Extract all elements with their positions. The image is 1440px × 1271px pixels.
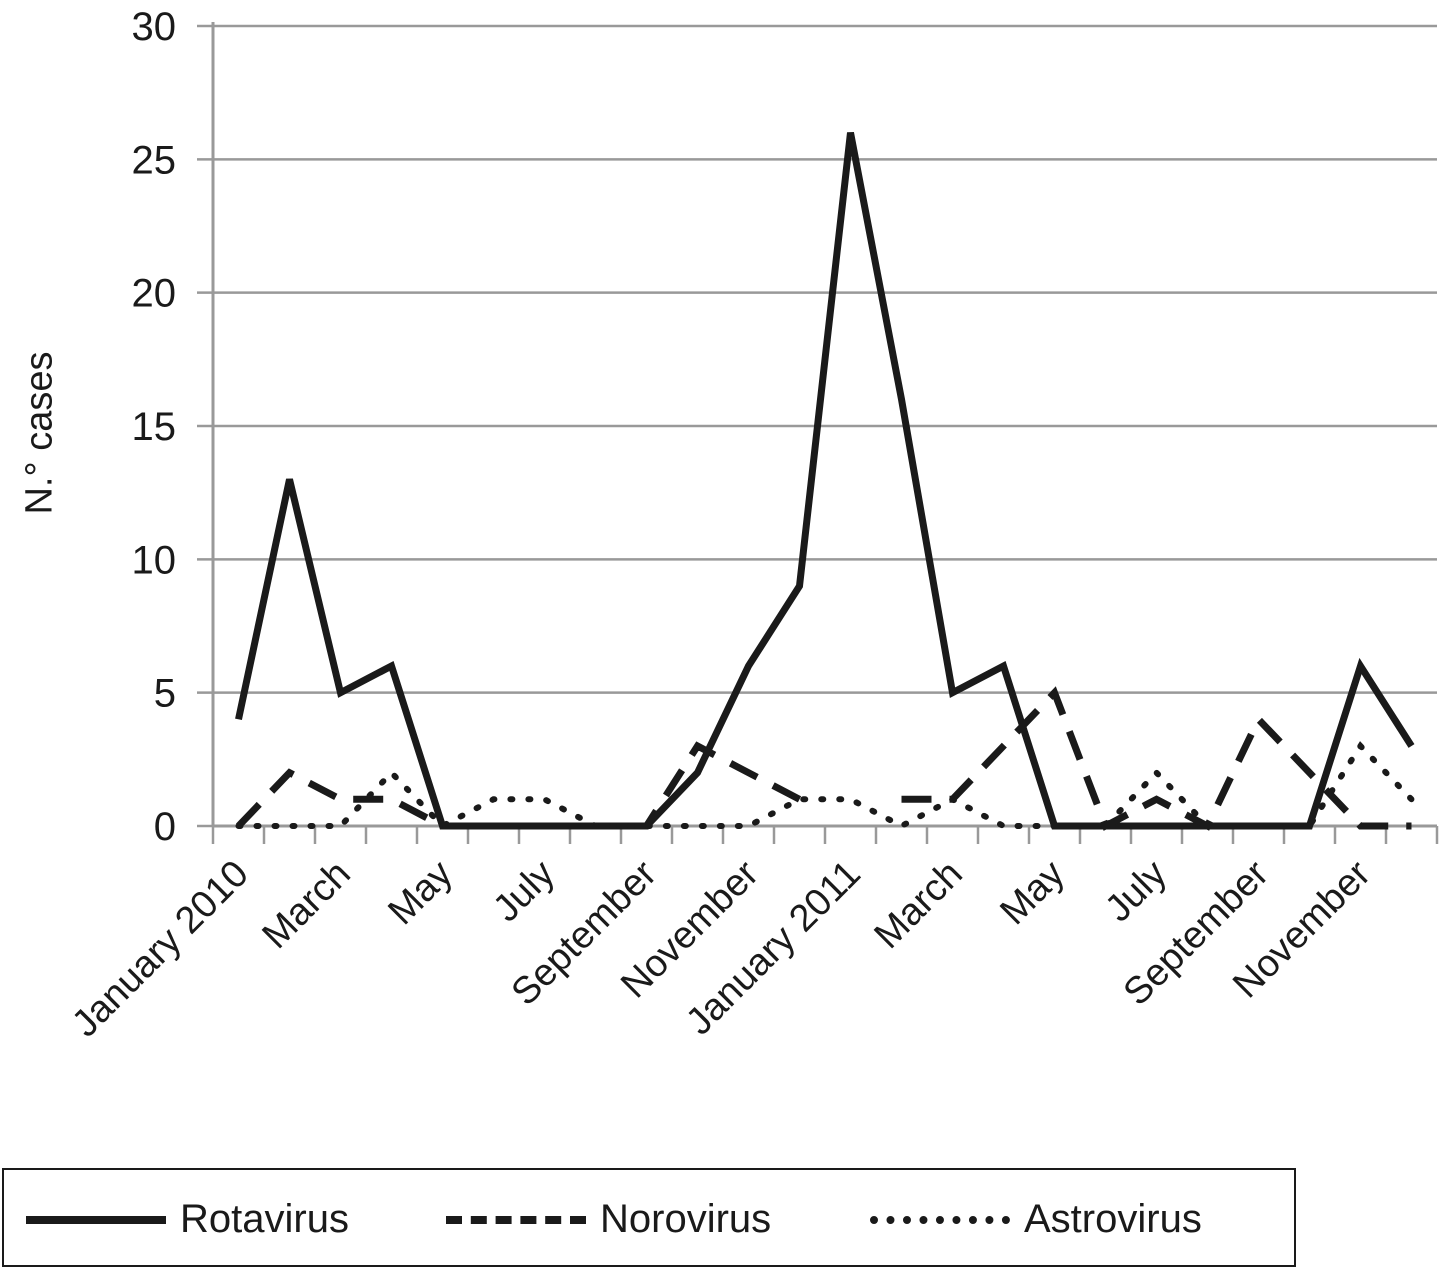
y-tick-label: 0 <box>154 805 176 849</box>
legend-swatch-dotted <box>870 1215 1010 1224</box>
x-tick-label: March <box>867 853 971 957</box>
legend-label: Rotavirus <box>180 1197 349 1241</box>
series-line-norovirus <box>235 741 802 830</box>
legend-swatch-dashed <box>446 1215 586 1224</box>
x-tick-label: January 2010 <box>64 853 257 1046</box>
series-line-astrovirus <box>235 741 1415 830</box>
legend-swatch-solid <box>26 1215 166 1224</box>
y-tick-label: 25 <box>132 138 177 182</box>
x-tick-label: July <box>485 853 562 930</box>
legend-label: Astrovirus <box>1024 1197 1202 1241</box>
x-tick-label: May <box>380 853 460 933</box>
series-lines <box>235 132 1415 831</box>
y-tick-label: 5 <box>154 672 176 716</box>
y-tick-label: 15 <box>132 405 177 449</box>
series-line-rotavirus <box>235 132 1415 830</box>
series-line-norovirus <box>901 686 1412 831</box>
legend-label: Norovirus <box>600 1197 772 1241</box>
x-tick-label: July <box>1097 853 1174 930</box>
x-tick-label: January 2011 <box>678 853 869 1044</box>
legend-item-norovirus: Norovirus <box>446 1170 771 1269</box>
y-tick-label: 20 <box>132 272 177 316</box>
y-axis-label: N.° cases <box>18 351 61 515</box>
legend-item-astrovirus: Astrovirus <box>870 1170 1202 1269</box>
legend-item-rotavirus: Rotavirus <box>26 1170 349 1269</box>
x-tick-label: March <box>255 853 359 957</box>
legend: Rotavirus Norovirus Astrovirus <box>2 1168 1296 1267</box>
y-tick-label: 30 <box>132 5 177 49</box>
x-tick-label: May <box>992 853 1072 933</box>
y-axis-ticks: 0 5 10 15 20 25 30 <box>132 5 177 849</box>
y-tick-label: 10 <box>132 538 177 582</box>
